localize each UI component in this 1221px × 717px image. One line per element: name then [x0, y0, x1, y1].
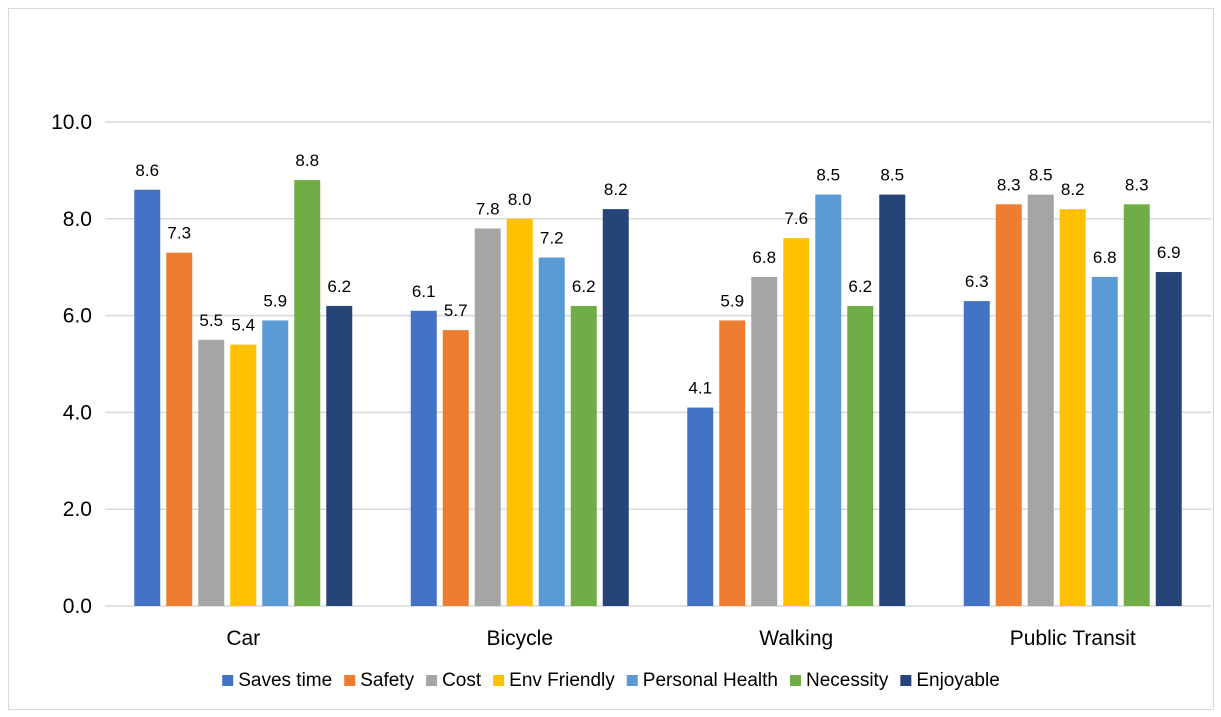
legend-label: Necessity — [806, 670, 889, 691]
bar-bicycle-safety — [442, 330, 469, 606]
bar-public-transit-enjoyable — [1155, 272, 1182, 606]
bar-walking-personal-health — [815, 194, 842, 606]
legend-label: Safety — [360, 670, 414, 691]
legend-swatch — [222, 675, 234, 686]
data-label: 5.9 — [263, 291, 287, 310]
data-label: 6.2 — [572, 277, 596, 296]
legend-swatch — [789, 675, 801, 686]
y-axis-ticks: 0.0 2.0 4.0 6.0 8.0 10.0 — [51, 111, 92, 618]
data-label: 8.2 — [1061, 180, 1085, 199]
bar-walking-safety — [719, 320, 746, 606]
data-label: 6.1 — [412, 282, 436, 301]
legend-swatch — [344, 675, 356, 686]
bar-public-transit-necessity — [1123, 204, 1150, 606]
legend-label: Enjoyable — [916, 670, 999, 691]
bar-bicycle-enjoyable — [602, 209, 629, 606]
bar-car-necessity — [294, 180, 321, 606]
data-label: 6.8 — [752, 248, 776, 267]
y-tick-label: 10.0 — [51, 111, 92, 134]
data-label: 7.8 — [476, 199, 500, 218]
bar-walking-necessity — [847, 305, 874, 606]
data-label: 8.5 — [880, 166, 904, 185]
legend-item-enjoyable: Enjoyable — [900, 670, 1000, 691]
bar-public-transit-saves-time — [963, 301, 990, 606]
bar-car-env-friendly — [230, 344, 257, 606]
bar-walking-saves-time — [687, 407, 714, 606]
data-label: 8.2 — [604, 180, 628, 199]
data-label: 6.2 — [327, 277, 351, 296]
bar-car-cost — [198, 339, 225, 606]
grouped-bar-chart: 0.0 2.0 4.0 6.0 8.0 10.0 8.6 7.3 5.5 5.4 5.9 8.8 6.… — [51, 111, 1211, 691]
bar-bicycle-necessity — [570, 305, 597, 606]
x-category-label: Walking — [759, 627, 833, 650]
data-label: 5.9 — [720, 291, 744, 310]
bar-walking-enjoyable — [879, 194, 906, 606]
legend-item-necessity: Necessity — [789, 670, 889, 691]
legend-swatch — [493, 675, 505, 686]
data-label: 7.3 — [167, 224, 191, 243]
data-labels: 8.6 7.3 5.5 5.4 5.9 8.8 6.2 6.1 5.7 7.8 8.0 7.2 6.2 8… — [135, 151, 1180, 397]
data-label: 6.2 — [848, 277, 872, 296]
bar-walking-cost — [751, 276, 778, 606]
bar-bicycle-cost — [474, 228, 501, 607]
y-tick-label: 2.0 — [63, 498, 92, 521]
legend-swatch — [426, 675, 438, 686]
bar-walking-env-friendly — [783, 238, 810, 606]
data-label: 6.8 — [1093, 248, 1117, 267]
legend-swatch — [626, 675, 638, 686]
y-tick-label: 6.0 — [63, 305, 92, 328]
legend-item-cost: Cost — [426, 670, 482, 691]
bar-public-transit-safety — [995, 204, 1022, 606]
data-label: 8.8 — [295, 151, 319, 170]
bar-bicycle-env-friendly — [506, 218, 533, 607]
bar-bicycle-saves-time — [410, 310, 437, 606]
data-label: 5.7 — [444, 301, 468, 320]
bar-bicycle-personal-health — [538, 257, 565, 606]
x-category-label: Bicycle — [486, 627, 553, 650]
data-label: 8.5 — [816, 166, 840, 185]
legend-label: Saves time — [238, 670, 332, 691]
bar-car-personal-health — [262, 320, 289, 606]
bar-car-saves-time — [134, 189, 161, 606]
legend-item-personal-health: Personal Health — [626, 670, 778, 691]
data-label: 7.6 — [784, 209, 808, 228]
data-label: 8.3 — [997, 175, 1021, 194]
data-label: 6.3 — [965, 272, 989, 291]
y-tick-label: 4.0 — [63, 401, 92, 424]
bar-public-transit-cost — [1027, 194, 1054, 606]
legend-swatch — [900, 675, 912, 686]
x-category-label: Public Transit — [1010, 627, 1136, 650]
data-label: 8.0 — [508, 190, 532, 209]
bar-car-safety — [166, 252, 193, 606]
gridlines — [105, 121, 1211, 607]
data-label: 4.1 — [688, 379, 712, 398]
x-axis-categories: Car Bicycle Walking Public Transit — [226, 627, 1136, 650]
y-tick-label: 0.0 — [63, 595, 92, 618]
data-label: 8.3 — [1125, 175, 1149, 194]
legend-label: Personal Health — [643, 670, 778, 691]
legend-label: Env Friendly — [509, 670, 615, 691]
legend-item-saves-time: Saves time — [222, 670, 332, 691]
legend: Saves time Safety Cost Env Friendly Personal… — [222, 670, 1000, 691]
data-label: 8.6 — [135, 161, 159, 180]
chart-frame: 0.0 2.0 4.0 6.0 8.0 10.0 8.6 7.3 5.5 5.4 5.9 8.8 6.… — [8, 8, 1214, 710]
data-label: 7.2 — [540, 229, 564, 248]
data-label: 5.4 — [231, 316, 255, 335]
data-label: 5.5 — [199, 311, 223, 330]
legend-label: Cost — [442, 670, 482, 691]
legend-item-safety: Safety — [344, 670, 415, 691]
x-category-label: Car — [226, 627, 260, 650]
legend-item-env-friendly: Env Friendly — [493, 670, 615, 691]
bar-car-enjoyable — [326, 305, 353, 606]
data-label: 6.9 — [1157, 243, 1181, 262]
y-tick-label: 8.0 — [63, 208, 92, 231]
data-label: 8.5 — [1029, 166, 1053, 185]
bar-public-transit-env-friendly — [1059, 209, 1086, 606]
bar-public-transit-personal-health — [1091, 276, 1118, 606]
bars — [134, 180, 1182, 607]
